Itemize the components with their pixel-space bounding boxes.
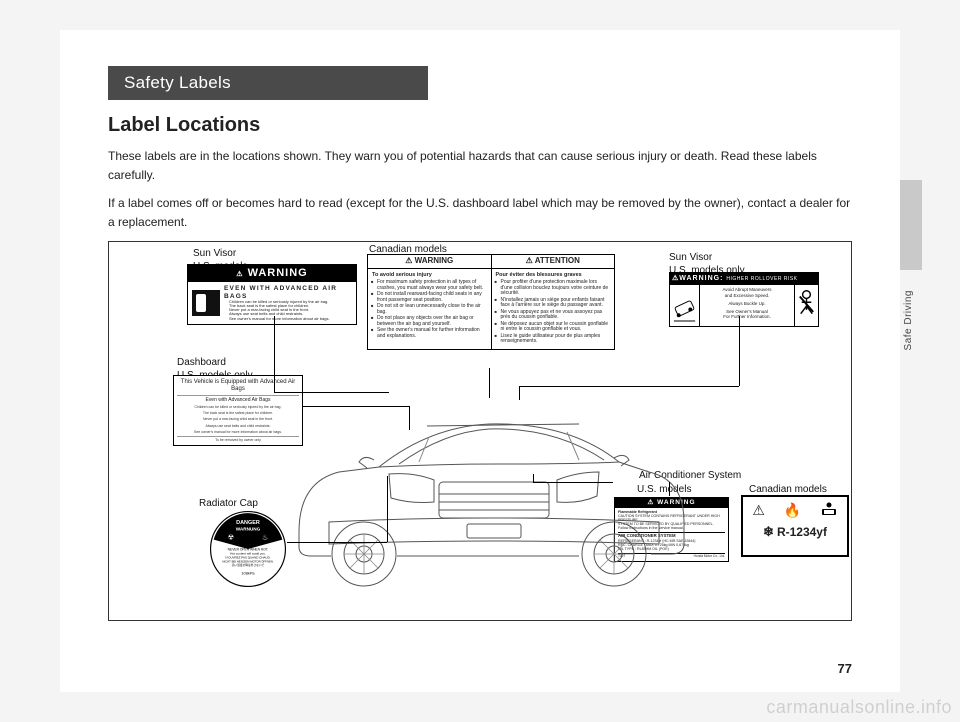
label-sun-visor-us: ⚠ WARNING EVEN WITH ADVANCED AIR BAGS Ch… bbox=[187, 264, 357, 324]
label-rollover-risk: ⚠WARNING: HIGHER ROLLOVER RISK Avoid Abr… bbox=[669, 272, 819, 327]
seatbelt-icon bbox=[794, 285, 818, 326]
side-tab bbox=[900, 180, 922, 270]
flame-icon: 🔥 bbox=[784, 503, 801, 518]
label-locations-figure: Sun Visor U.S. models Canadian models Su… bbox=[108, 241, 852, 621]
leader-line bbox=[533, 482, 613, 483]
manual-icon bbox=[820, 501, 838, 520]
warning-triangle-icon: ⚠ bbox=[752, 503, 765, 518]
svg-text:DANGER: DANGER bbox=[236, 520, 260, 526]
leader-line bbox=[387, 476, 388, 542]
caption-radiator: Radiator Cap bbox=[199, 498, 258, 511]
label-radiator-cap: DANGER WARNUNG ☢ ♨ NEVER OPEN WHEN HOT. … bbox=[209, 510, 287, 588]
intro-paragraph-2: If a label comes off or becomes hard to … bbox=[108, 194, 852, 231]
label-canadian-warning: ⚠ WARNING ⚠ ATTENTION To avoid serious i… bbox=[367, 254, 615, 349]
leader-line bbox=[303, 406, 409, 407]
leader-line bbox=[274, 316, 275, 392]
svg-text:108kPa: 108kPa bbox=[241, 571, 255, 576]
leader-line bbox=[533, 474, 534, 482]
intro-paragraph-1: These labels are in the locations shown.… bbox=[108, 147, 852, 184]
rollover-icon bbox=[670, 285, 700, 326]
svg-text:高い温度の時は外さないで: 高い温度の時は外さないで bbox=[232, 564, 265, 568]
page-number: 77 bbox=[838, 661, 852, 676]
leader-line bbox=[739, 316, 740, 386]
leader-line bbox=[274, 392, 389, 393]
snowflake-icon: ❄ bbox=[763, 525, 774, 539]
leader-line bbox=[409, 406, 410, 430]
svg-text:☢: ☢ bbox=[228, 534, 234, 542]
airbag-pictogram bbox=[192, 290, 220, 316]
leader-line bbox=[669, 482, 670, 496]
label-ac-canadian: ⚠ 🔥 ❄R-1234yf bbox=[741, 495, 849, 557]
leader-line bbox=[519, 386, 739, 387]
svg-text:NICHT BEI HEISSEM MOTOR ÖFFNEN: NICHT BEI HEISSEM MOTOR ÖFFNEN. bbox=[222, 560, 274, 564]
svg-text:WARNUNG: WARNUNG bbox=[236, 527, 261, 532]
section-header: Safety Labels bbox=[108, 66, 428, 100]
watermark: carmanualsonline.info bbox=[766, 697, 952, 718]
leader-line bbox=[287, 542, 387, 543]
svg-text:♨: ♨ bbox=[262, 534, 268, 542]
side-tab-label: Safe Driving bbox=[903, 290, 914, 350]
page-heading: Label Locations bbox=[108, 114, 852, 137]
manual-page: Safe Driving Safety Labels Label Locatio… bbox=[60, 30, 900, 692]
leader-line bbox=[489, 368, 490, 398]
vehicle-illustration bbox=[279, 372, 699, 612]
leader-line bbox=[519, 386, 520, 400]
